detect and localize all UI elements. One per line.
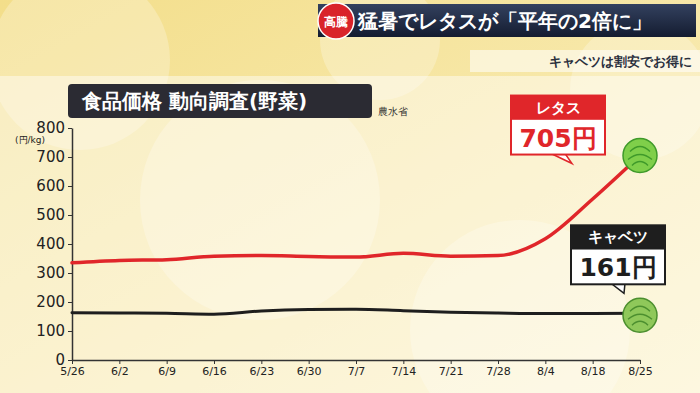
x-tick: 8/18 (581, 360, 606, 378)
x-tick: 6/30 (297, 360, 322, 378)
subtitle-band (470, 50, 700, 72)
chart-panel (0, 76, 700, 393)
x-tick-label: 8/4 (537, 365, 555, 378)
x-tick-mark (214, 360, 215, 364)
x-tick-mark (261, 360, 262, 364)
y-tick: 400 (36, 235, 72, 253)
x-tick-mark (119, 360, 120, 364)
series-name: キャベツ (588, 228, 648, 246)
y-axis-title: (円/kg) (15, 135, 45, 145)
x-tick: 7/7 (348, 360, 366, 378)
callout-body (571, 248, 665, 284)
y-tick-mark (68, 128, 72, 129)
y-tick-label: 300 (36, 264, 65, 282)
vegetable-icon (623, 298, 657, 332)
x-tick-label: 7/28 (486, 365, 511, 378)
series-name: レタス (536, 99, 581, 117)
y-tick-mark (68, 186, 72, 187)
series-line (72, 309, 640, 314)
icon-leaf (628, 306, 652, 325)
x-tick-label: 7/14 (391, 365, 416, 378)
x-tick: 7/21 (439, 360, 464, 378)
callouts: レタス 705円キャベツ 161円 (511, 96, 665, 294)
x-tick-mark (593, 360, 594, 364)
x-tick-mark (403, 360, 404, 364)
vegetable-icon (623, 139, 657, 173)
chart-svg: 高騰猛暑でレタスが「平年の2倍に」キャベツは割安でお得に食品価格 動向調査(野菜… (0, 0, 700, 393)
headline-box (318, 4, 696, 37)
x-tick-mark (72, 360, 73, 364)
x-tick: 8/4 (537, 360, 555, 378)
x-tick: 6/23 (249, 360, 274, 378)
headline-badge-text: 高騰 (324, 15, 348, 29)
x-tick-mark (545, 360, 546, 364)
series-line (72, 156, 640, 263)
x-tick: 6/2 (111, 360, 129, 378)
x-tick-label: 5/26 (60, 365, 85, 378)
y-tick-label: 500 (36, 206, 65, 224)
y-tick: 600 (36, 177, 72, 195)
plot-area (72, 156, 640, 315)
source: 農水省 (378, 106, 408, 117)
callout: キャベツ 161円 (571, 225, 665, 293)
y-tick: 100 (36, 322, 72, 340)
x-tick-label: 6/30 (297, 365, 322, 378)
y-tick-label: 600 (36, 177, 65, 195)
x-tick-mark (451, 360, 452, 364)
x-tick: 7/14 (391, 360, 416, 378)
x-tick-mark (309, 360, 310, 364)
x-tick-label: 7/7 (348, 365, 366, 378)
x-tick: 7/28 (486, 360, 511, 378)
subtitle: キャベツは割安でお得に (549, 54, 692, 69)
x-axis: 5/26 6/2 6/9 6/16 6/23 6/30 7/7 7/14 7/21 7/28 8/4… (60, 360, 653, 378)
callout-header (511, 96, 605, 119)
headline: 猛暑でレタスが「平年の2倍に」 (357, 9, 652, 33)
x-tick-mark (167, 360, 168, 364)
x-tick-mark (640, 360, 641, 364)
y-axis: 0100200300400500600700800 (36, 119, 72, 369)
page: {"chart_data": { "type": "line", "headli… (0, 0, 700, 393)
y-tick-label: 700 (36, 148, 65, 166)
x-tick-label: 6/23 (249, 365, 274, 378)
y-tick: 300 (36, 264, 72, 282)
x-tick: 6/9 (158, 360, 176, 378)
y-tick-mark (68, 331, 72, 332)
callout-header (571, 225, 665, 248)
y-tick-mark (68, 302, 72, 303)
x-tick: 8/25 (628, 360, 653, 378)
callout: レタス 705円 (511, 96, 605, 164)
y-tick-mark (68, 157, 72, 158)
y-tick-mark (68, 360, 72, 361)
y-tick-label: 200 (36, 293, 65, 311)
callout-body (511, 119, 605, 155)
headline-badge (318, 3, 354, 39)
y-tick-mark (68, 273, 72, 274)
y-tick-label: 400 (36, 235, 65, 253)
x-tick-label: 6/16 (202, 365, 227, 378)
title: 食品価格 動向調査(野菜) (81, 89, 307, 113)
x-tick-mark (356, 360, 357, 364)
y-tick: 500 (36, 206, 72, 224)
x-tick: 5/26 (60, 360, 85, 378)
icon-leaf (628, 147, 652, 166)
icon-body (623, 139, 657, 173)
title-box (68, 84, 372, 118)
x-tick: 6/16 (202, 360, 227, 378)
x-tick-label: 7/21 (439, 365, 464, 378)
x-tick-label: 8/25 (628, 365, 653, 378)
y-tick: 200 (36, 293, 72, 311)
icon-body (623, 298, 657, 332)
chart-container: 高騰猛暑でレタスが「平年の2倍に」キャベツは割安でお得に食品価格 動向調査(野菜… (0, 0, 700, 393)
y-tick: 700 (36, 148, 72, 166)
x-tick-label: 8/18 (581, 365, 606, 378)
x-tick-mark (498, 360, 499, 364)
value-label: 161円 (579, 253, 656, 282)
y-tick-mark (68, 215, 72, 216)
x-tick-label: 6/9 (158, 365, 176, 378)
value-label: 705円 (519, 124, 596, 153)
y-tick-label: 100 (36, 322, 65, 340)
x-tick-label: 6/2 (111, 365, 129, 378)
y-tick-mark (68, 244, 72, 245)
